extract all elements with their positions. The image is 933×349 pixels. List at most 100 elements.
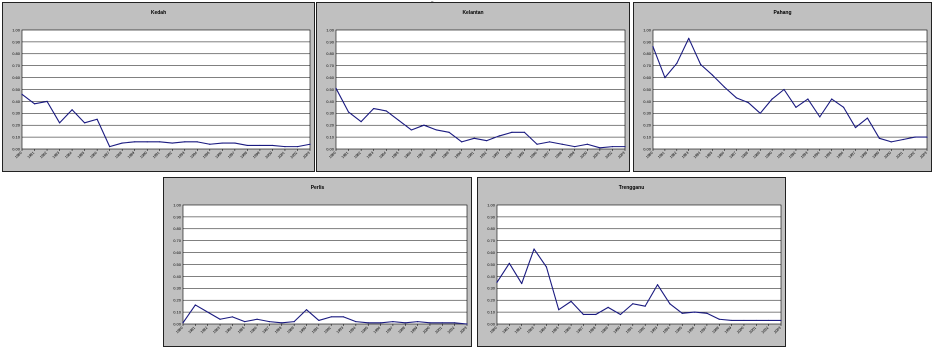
x-tick-label: 1989 (752, 151, 760, 159)
x-tick-label: 1981 (188, 326, 196, 334)
data-point (644, 305, 646, 307)
data-point (473, 137, 475, 139)
data-point (293, 321, 295, 323)
x-tick-label: 1997 (699, 326, 707, 334)
chart-title: Perlis (311, 185, 325, 191)
y-tick-label: 0.30 (12, 111, 21, 116)
x-tick-label: 1985 (551, 326, 559, 334)
data-point (271, 144, 274, 147)
data-point (335, 87, 337, 89)
x-tick-label: 1995 (517, 151, 525, 159)
y-tick-label: 0.50 (487, 262, 496, 267)
y-tick-label: 0.90 (12, 39, 21, 44)
data-point (461, 141, 463, 143)
y-tick-label: 0.50 (326, 87, 335, 92)
y-tick-label: 0.20 (643, 123, 652, 128)
data-point (533, 248, 535, 250)
x-tick-label: 2003 (617, 151, 625, 159)
data-point (681, 312, 683, 314)
y-tick-label: 0.00 (487, 321, 496, 326)
x-tick-label: 1998 (554, 151, 562, 159)
y-tick-label: 0.10 (173, 310, 182, 315)
y-tick-label: 0.20 (326, 123, 335, 128)
data-point (706, 312, 708, 314)
data-point (664, 77, 666, 79)
x-tick-label: 2000 (265, 151, 273, 159)
data-point (718, 318, 720, 320)
data-point (582, 313, 585, 316)
x-tick-label: 1982 (514, 326, 522, 334)
chart-title: Trengganu (619, 185, 645, 191)
data-point (373, 107, 375, 110)
data-point (743, 319, 745, 322)
x-tick-label: 1994 (662, 326, 670, 334)
data-point (795, 106, 797, 108)
data-point (819, 116, 821, 118)
data-point (545, 266, 547, 268)
data-point (574, 146, 576, 148)
data-point (33, 103, 36, 105)
y-tick-label: 0.20 (173, 298, 182, 303)
y-tick-label: 0.00 (643, 146, 652, 151)
data-point (46, 100, 48, 102)
y-tick-label: 0.50 (643, 87, 652, 92)
x-tick-label: 1999 (872, 151, 880, 159)
data-point (607, 306, 609, 308)
data-point (355, 321, 357, 323)
data-point (385, 110, 387, 112)
data-point (159, 141, 161, 143)
chart-title: Kelantan (462, 10, 483, 16)
x-tick-label: 1981 (657, 151, 665, 159)
x-tick-label: 1987 (102, 151, 110, 159)
data-point (619, 313, 622, 316)
x-tick-label: 1992 (323, 326, 331, 334)
y-tick-label: 0.90 (487, 214, 496, 219)
x-tick-label: 2002 (447, 326, 455, 334)
y-tick-label: 0.50 (12, 87, 21, 92)
x-tick-label: 1986 (404, 151, 412, 159)
x-tick-label: 1981 (502, 326, 510, 334)
x-tick-label: 1990 (613, 326, 621, 334)
data-point (632, 303, 634, 305)
x-tick-label: 1981 (27, 151, 35, 159)
x-tick-label: 1993 (336, 326, 344, 334)
data-point (347, 111, 350, 113)
data-point (676, 62, 678, 64)
data-point (523, 131, 526, 133)
y-tick-label: 0.30 (487, 286, 496, 291)
y-tick-label: 0.40 (326, 99, 335, 104)
data-point (496, 281, 498, 283)
x-tick-label: 1997 (385, 326, 393, 334)
series-line (496, 248, 781, 321)
data-point (890, 141, 892, 143)
y-tick-label: 0.30 (326, 111, 335, 116)
x-tick-label: 1989 (127, 151, 135, 159)
y-tick-label: 0.20 (12, 123, 21, 128)
y-tick-label: 0.10 (326, 135, 335, 140)
y-tick-label: 0.80 (12, 51, 21, 56)
data-point (71, 109, 73, 111)
x-tick-label: 1992 (164, 151, 172, 159)
data-point (342, 316, 345, 318)
x-tick-label: 1992 (479, 151, 487, 159)
data-point (256, 318, 258, 320)
x-tick-label: 1987 (576, 326, 584, 334)
y-tick-label: 0.80 (643, 51, 652, 56)
data-point (423, 124, 425, 126)
y-tick-label: 0.30 (643, 111, 652, 116)
data-point (410, 129, 412, 131)
chart-title: Kedah (151, 10, 166, 16)
x-tick-label: 2002 (605, 151, 613, 159)
x-tick-label: 2002 (761, 326, 769, 334)
y-tick-label: 0.60 (643, 75, 652, 80)
x-tick-label: 1993 (177, 151, 185, 159)
data-point (184, 141, 186, 143)
x-tick-label: 1983 (366, 151, 374, 159)
series-line (335, 88, 625, 149)
x-tick-label: 1995 (824, 151, 832, 159)
x-tick-label: 1998 (240, 151, 248, 159)
x-tick-label: 1980 (328, 151, 336, 159)
data-point (688, 37, 690, 39)
x-tick-label: 2001 (277, 151, 285, 159)
x-tick-label: 2003 (919, 151, 927, 159)
